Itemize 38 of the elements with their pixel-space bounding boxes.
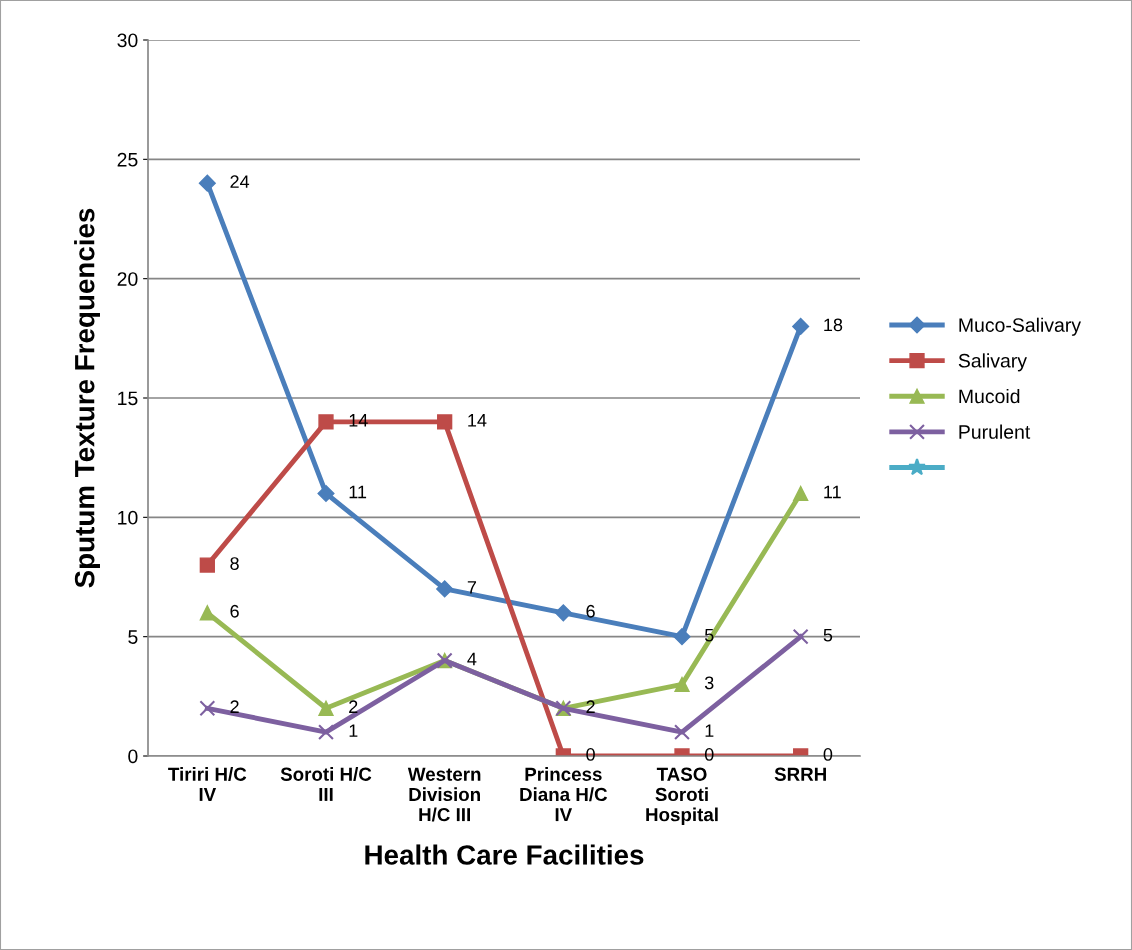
legend-label: Muco-Salivary (959, 317, 1081, 336)
y-tick-label: 30 (117, 33, 138, 48)
x-tick-label: TASO Soroti Hospital (646, 767, 718, 825)
data-label: 7 (467, 581, 477, 594)
y-axis-title: Sputum Texture Frequencies (74, 208, 100, 588)
y-tick-label: 15 (118, 391, 138, 406)
x-axis-title: Health Care Facilities (365, 844, 644, 865)
y-tick-label: 5 (128, 630, 138, 644)
data-label: 8 (230, 557, 239, 570)
data-label: 0 (823, 748, 833, 761)
data-label: 11 (824, 485, 841, 499)
x-tick-label: SRRH (774, 767, 826, 781)
data-label: 0 (704, 748, 714, 761)
data-label: 2 (349, 700, 358, 713)
x-tick-label: Soroti H/C III (280, 767, 372, 801)
data-label: 5 (823, 628, 833, 642)
legend-label: Purulent (959, 424, 1031, 439)
y-tick-label: 25 (117, 152, 138, 167)
y-tick-label: 0 (128, 749, 138, 764)
data-label: 6 (586, 604, 595, 618)
x-tick-label: Princess Diana H/C IV (520, 767, 608, 822)
data-label: 6 (230, 604, 239, 618)
data-label: 4 (467, 652, 477, 666)
data-label: 11 (349, 485, 367, 499)
y-tick-label: 10 (118, 510, 138, 525)
data-label: 1 (349, 724, 358, 737)
data-label: 0 (586, 748, 595, 761)
data-label: 18 (824, 318, 843, 332)
data-label: 14 (468, 414, 487, 427)
data-label: 1 (705, 724, 714, 737)
legend-label: Mucoid (959, 388, 1020, 404)
legend-label: Salivary (958, 353, 1027, 372)
x-tick-label: Western Division H/C III (407, 767, 481, 822)
data-label: 2 (230, 700, 239, 713)
data-label: 24 (230, 175, 250, 188)
y-tick-label: 20 (117, 272, 138, 286)
x-tick-label: Tiriri H/C IV (168, 767, 247, 801)
data-label: 3 (704, 676, 714, 690)
